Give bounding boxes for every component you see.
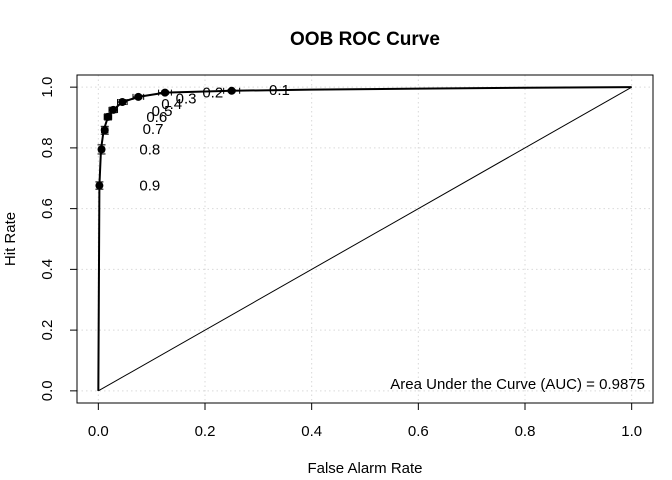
y-tick-label-3: 0.6: [39, 198, 56, 219]
threshold-label-8: 0.1: [269, 82, 290, 99]
x-axis-ticks: 0.0 0.2 0.4 0.6 0.8 1.0: [88, 403, 642, 440]
threshold-point-1: [97, 145, 106, 154]
threshold-label-2: 0.7: [143, 121, 164, 138]
x-tick-label-5: 1.0: [621, 423, 642, 440]
threshold-point-0: [95, 181, 104, 190]
y-axis-label: Hit Rate: [2, 212, 19, 266]
threshold-label-0: 0.9: [139, 178, 160, 195]
threshold-label-5: 0.4: [161, 96, 182, 113]
threshold-label-3: 0.6: [146, 109, 167, 126]
x-tick-label-0: 0.0: [88, 423, 109, 440]
y-tick-label-1: 0.2: [39, 320, 56, 341]
x-axis-label: False Alarm Rate: [307, 460, 422, 477]
threshold-point-2: [100, 126, 109, 135]
threshold-point-7: [161, 88, 169, 97]
threshold-labels: 0.9 0.8 0.70.60.50.40.3 0.2 0.1: [139, 82, 289, 194]
threshold-point-6: [134, 92, 143, 101]
threshold-label-4: 0.5: [152, 103, 173, 120]
plot-frame: [76, 74, 654, 404]
auc-annotation: Area Under the Curve (AUC) = 0.9875: [390, 376, 645, 393]
threshold-point-3: [103, 112, 112, 121]
x-tick-label-3: 0.6: [408, 423, 429, 440]
threshold-point-4: [109, 105, 118, 114]
grid-lines: [77, 75, 653, 403]
y-axis-ticks: 0.0 0.2 0.4 0.6 0.8 1.0: [39, 77, 77, 401]
x-tick-label-4: 0.8: [515, 423, 536, 440]
y-tick-label-5: 1.0: [39, 77, 56, 98]
x-tick-label-2: 0.4: [301, 423, 322, 440]
threshold-label-1: 0.8: [139, 141, 160, 158]
threshold-point-5: [118, 98, 127, 107]
threshold-point-8: [227, 86, 236, 95]
y-tick-label-0: 0.0: [39, 380, 56, 401]
threshold-points: [95, 86, 236, 190]
y-tick-label-4: 0.8: [39, 137, 56, 158]
diagonal-reference-line: [98, 86, 632, 392]
y-tick-label-2: 0.4: [39, 259, 56, 280]
x-tick-label-1: 0.2: [195, 423, 216, 440]
chart-title: OOB ROC Curve: [290, 29, 440, 50]
threshold-label-7: 0.2: [202, 85, 223, 102]
threshold-label-6: 0.3: [176, 91, 197, 108]
